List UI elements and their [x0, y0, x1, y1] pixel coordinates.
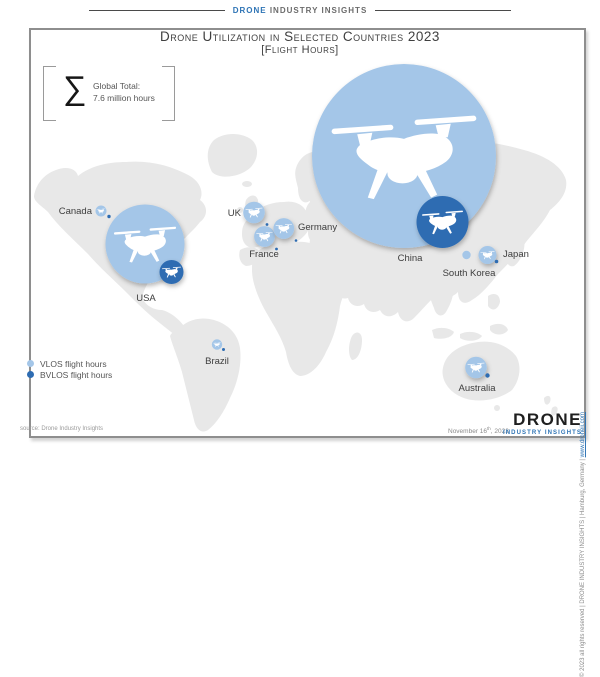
droneii-link[interactable]: www.droneii.com	[580, 412, 586, 458]
legend-row-bvlos: BVLOS flight hours	[27, 369, 112, 380]
global-total-box: ∑ Global Total: 7.6 million hours	[43, 66, 175, 121]
page-title: Drone Utilization in Selected Countries …	[160, 29, 440, 44]
banner-line-left	[88, 9, 225, 11]
bvlos-legend-dot	[27, 371, 34, 378]
dii-logo: DRONE INDUSTRY INSIGHTS	[503, 411, 582, 436]
global-total-value: 7.6 million hours	[93, 93, 155, 104]
date-prefix: November 16	[448, 428, 488, 436]
content-frame	[29, 28, 586, 438]
copyright-vertical-note: © 2023 all rights reserved | DRONE INDUS…	[580, 412, 586, 677]
legend: VLOS flight hours BVLOS flight hours	[27, 358, 112, 380]
global-total-text: Global Total: 7.6 million hours	[93, 80, 155, 105]
top-banner: DRONE INDUSTRY INSIGHTS	[0, 4, 600, 16]
page-subtitle: [Flight Hours]	[261, 44, 339, 56]
source-note: source: Drone Industry Insights	[20, 426, 104, 432]
bracket-left	[43, 66, 56, 121]
bvlos-legend-label: BVLOS flight hours	[40, 369, 113, 380]
sigma-icon: ∑	[63, 69, 87, 106]
vlos-legend-label: VLOS flight hours	[40, 358, 107, 369]
infographic-page: DRONE INDUSTRY INSIGHTS Drone Utilizatio…	[0, 4, 600, 677]
logo-wordmark: DRONE	[513, 410, 582, 429]
banner-brand: DRONE INDUSTRY INSIGHTS	[233, 6, 368, 15]
vlos-legend-dot	[27, 360, 34, 367]
date-superscript: th	[487, 426, 491, 431]
bracket-right	[162, 66, 175, 121]
banner-brand-primary: DRONE	[232, 5, 267, 15]
banner-brand-secondary: INDUSTRY INSIGHTS	[269, 5, 368, 15]
global-total-label: Global Total:	[93, 81, 141, 91]
legend-row-vlos: VLOS flight hours	[27, 358, 112, 369]
logo-subtitle: INDUSTRY INSIGHTS	[502, 430, 582, 436]
copyright-text: © 2023 all rights reserved | DRONE INDUS…	[580, 457, 586, 677]
banner-line-right	[375, 9, 512, 11]
date-label: November 16th, 2023	[448, 426, 509, 435]
date-suffix: , 2023	[490, 428, 509, 436]
